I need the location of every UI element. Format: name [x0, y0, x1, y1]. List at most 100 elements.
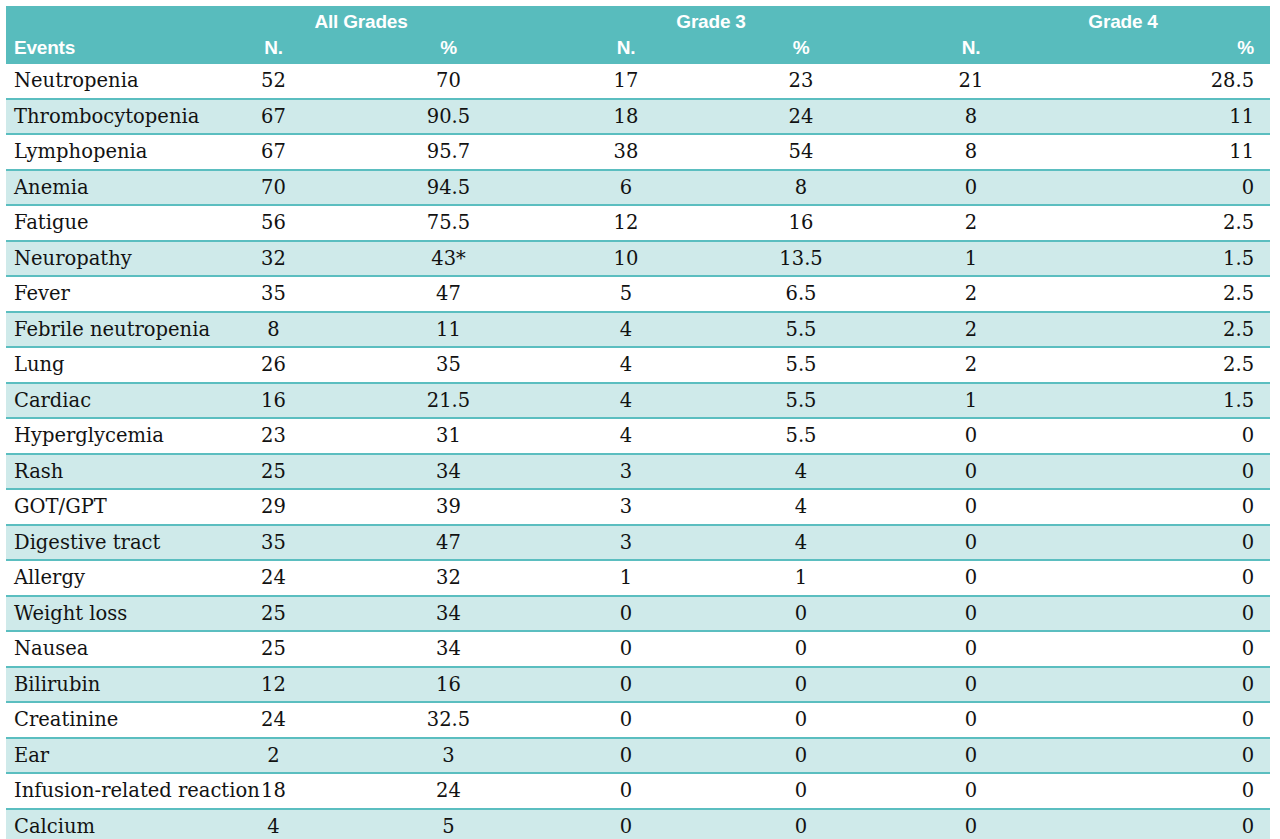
- table-row: GOT/GPT29393400: [6, 489, 1270, 525]
- value-cell: 0: [1056, 489, 1270, 525]
- value-cell: 17: [536, 64, 716, 99]
- value-cell: 0: [886, 489, 1056, 525]
- value-cell: 23: [186, 418, 361, 454]
- event-name-cell: Bilirubin: [6, 667, 186, 703]
- value-cell: 90.5: [361, 99, 536, 135]
- value-cell: 1.5: [1056, 241, 1270, 277]
- value-cell: 16: [186, 383, 361, 419]
- table-row: Anemia7094.56800: [6, 170, 1270, 206]
- column-header-pct-g3: %: [716, 34, 886, 64]
- event-name-cell: Fatigue: [6, 205, 186, 241]
- table-row: Neuropathy3243*1013.511.5: [6, 241, 1270, 277]
- value-cell: 0: [886, 809, 1056, 839]
- event-name-cell: Creatinine: [6, 702, 186, 738]
- value-cell: 1: [886, 383, 1056, 419]
- group-header-row: All Grades Grade 3 Grade 4: [6, 6, 1270, 34]
- value-cell: 0: [716, 773, 886, 809]
- value-cell: 4: [536, 347, 716, 383]
- value-cell: 11: [1056, 134, 1270, 170]
- value-cell: 67: [186, 134, 361, 170]
- value-cell: 11: [1056, 99, 1270, 135]
- table-row: Calcium450000: [6, 809, 1270, 839]
- column-header-pct-g4: %: [1056, 34, 1270, 64]
- table-row: Hyperglycemia233145.500: [6, 418, 1270, 454]
- group-header-grade-4: Grade 4: [886, 6, 1270, 34]
- value-cell: 5.5: [716, 418, 886, 454]
- event-name-cell: Neutropenia: [6, 64, 186, 99]
- value-cell: 0: [886, 631, 1056, 667]
- value-cell: 0: [1056, 418, 1270, 454]
- value-cell: 0: [1056, 738, 1270, 774]
- value-cell: 1: [716, 560, 886, 596]
- value-cell: 1: [536, 560, 716, 596]
- value-cell: 5.5: [716, 347, 886, 383]
- value-cell: 29: [186, 489, 361, 525]
- value-cell: 32.5: [361, 702, 536, 738]
- value-cell: 67: [186, 99, 361, 135]
- event-name-cell: Calcium: [6, 809, 186, 839]
- value-cell: 0: [1056, 667, 1270, 703]
- value-cell: 32: [186, 241, 361, 277]
- value-cell: 16: [361, 667, 536, 703]
- value-cell: 70: [186, 170, 361, 206]
- group-header-all-grades: All Grades: [186, 6, 536, 34]
- value-cell: 28.5: [1056, 64, 1270, 99]
- value-cell: 0: [886, 596, 1056, 632]
- value-cell: 25: [186, 596, 361, 632]
- value-cell: 12: [186, 667, 361, 703]
- value-cell: 8: [716, 170, 886, 206]
- value-cell: 4: [536, 383, 716, 419]
- value-cell: 38: [536, 134, 716, 170]
- value-cell: 0: [1056, 631, 1270, 667]
- value-cell: 0: [1056, 170, 1270, 206]
- value-cell: 25: [186, 631, 361, 667]
- value-cell: 47: [361, 276, 536, 312]
- event-name-cell: Infusion-related reaction: [6, 773, 186, 809]
- value-cell: 1.5: [1056, 383, 1270, 419]
- value-cell: 4: [716, 454, 886, 490]
- column-header-row: Events N. % N. % N. %: [6, 34, 1270, 64]
- value-cell: 0: [536, 667, 716, 703]
- value-cell: 6: [536, 170, 716, 206]
- event-name-cell: Fever: [6, 276, 186, 312]
- value-cell: 0: [716, 738, 886, 774]
- table-row: Rash25343400: [6, 454, 1270, 490]
- value-cell: 0: [536, 596, 716, 632]
- value-cell: 18: [536, 99, 716, 135]
- value-cell: 3: [361, 738, 536, 774]
- value-cell: 2: [886, 276, 1056, 312]
- page: All Grades Grade 3 Grade 4 Events N. % N…: [0, 0, 1280, 839]
- value-cell: 4: [186, 809, 361, 839]
- table-body: Neutropenia527017232128.5Thrombocytopeni…: [6, 64, 1270, 839]
- event-name-cell: Hyperglycemia: [6, 418, 186, 454]
- value-cell: 0: [886, 667, 1056, 703]
- table-row: Bilirubin12160000: [6, 667, 1270, 703]
- value-cell: 0: [886, 454, 1056, 490]
- value-cell: 0: [886, 773, 1056, 809]
- table-row: Lymphopenia6795.73854811: [6, 134, 1270, 170]
- event-name-cell: Nausea: [6, 631, 186, 667]
- value-cell: 0: [1056, 702, 1270, 738]
- value-cell: 0: [536, 631, 716, 667]
- table-row: Thrombocytopenia6790.51824811: [6, 99, 1270, 135]
- table-row: Allergy24321100: [6, 560, 1270, 596]
- event-name-cell: Anemia: [6, 170, 186, 206]
- value-cell: 0: [886, 702, 1056, 738]
- value-cell: 0: [536, 773, 716, 809]
- value-cell: 95.7: [361, 134, 536, 170]
- value-cell: 2.5: [1056, 312, 1270, 348]
- value-cell: 8: [186, 312, 361, 348]
- value-cell: 94.5: [361, 170, 536, 206]
- value-cell: 34: [361, 596, 536, 632]
- value-cell: 25: [186, 454, 361, 490]
- table-row: Ear230000: [6, 738, 1270, 774]
- value-cell: 52: [186, 64, 361, 99]
- event-name-cell: Lung: [6, 347, 186, 383]
- event-name-cell: Thrombocytopenia: [6, 99, 186, 135]
- value-cell: 5.5: [716, 312, 886, 348]
- value-cell: 2: [186, 738, 361, 774]
- value-cell: 43*: [361, 241, 536, 277]
- value-cell: 31: [361, 418, 536, 454]
- value-cell: 12: [536, 205, 716, 241]
- value-cell: 35: [361, 347, 536, 383]
